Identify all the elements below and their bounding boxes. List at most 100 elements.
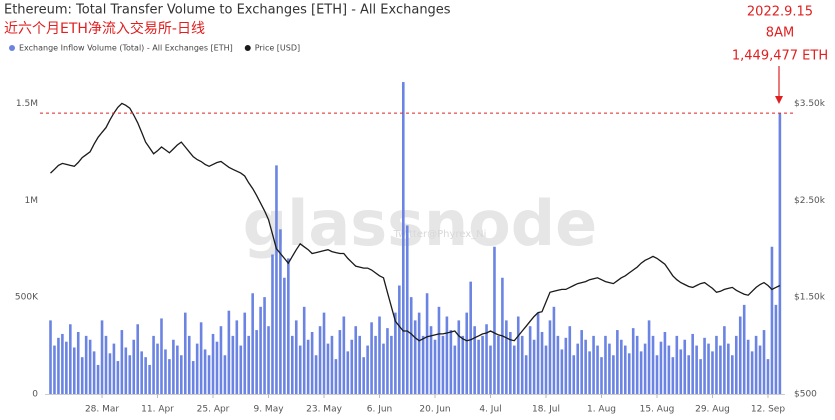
bar bbox=[148, 364, 151, 394]
bar bbox=[762, 330, 766, 394]
bar bbox=[703, 337, 706, 394]
bar bbox=[215, 341, 219, 394]
bar bbox=[536, 312, 540, 394]
bar bbox=[497, 335, 500, 394]
bar bbox=[124, 347, 128, 394]
bar bbox=[635, 335, 639, 394]
bar bbox=[104, 335, 108, 394]
bar bbox=[433, 339, 437, 394]
bar bbox=[413, 320, 417, 394]
bar bbox=[417, 312, 421, 394]
legend-label: Price [USD] bbox=[255, 44, 300, 53]
bar bbox=[227, 310, 231, 394]
bar bbox=[251, 293, 254, 394]
bar bbox=[84, 335, 88, 394]
bar bbox=[374, 335, 377, 394]
bar bbox=[568, 326, 572, 394]
watermark: glassnode bbox=[243, 187, 597, 260]
bar bbox=[223, 355, 227, 394]
y-tick-label: 1.5M bbox=[16, 99, 38, 109]
bar bbox=[552, 306, 556, 394]
bar bbox=[584, 339, 587, 394]
bar bbox=[754, 335, 758, 394]
bar bbox=[160, 318, 163, 394]
x-tick-label: 18. Jul bbox=[532, 405, 560, 415]
bar bbox=[310, 332, 314, 394]
x-tick-label: 6. Jun bbox=[367, 405, 393, 415]
bar bbox=[425, 293, 429, 394]
annotation-label: 1,449,477 ETH bbox=[732, 49, 828, 64]
bar bbox=[758, 345, 762, 394]
bar bbox=[366, 345, 369, 394]
bar bbox=[235, 320, 239, 394]
bar bbox=[631, 328, 635, 394]
bar bbox=[493, 246, 496, 394]
bar bbox=[560, 349, 564, 394]
watermark-handle: Twitter@Phyrex_Ni bbox=[393, 229, 487, 240]
x-tick-label: 23. May bbox=[306, 405, 342, 415]
bar bbox=[298, 345, 302, 394]
x-tick-label: 11. Apr bbox=[141, 405, 174, 415]
bar bbox=[719, 345, 722, 394]
bar bbox=[211, 333, 215, 394]
bar bbox=[453, 345, 457, 394]
bar bbox=[671, 357, 675, 394]
bar bbox=[401, 82, 405, 394]
bar bbox=[259, 306, 262, 394]
legend-label: Exchange Inflow Volume (Total) - All Exc… bbox=[19, 44, 233, 53]
bar bbox=[279, 229, 282, 394]
x-tick-label: 15. Aug bbox=[640, 405, 675, 415]
bar bbox=[441, 335, 445, 394]
x-tick-label: 1. Aug bbox=[587, 405, 616, 415]
chart-subtitle: 近六个月ETH净流入交易所-日线 bbox=[4, 20, 205, 37]
bar bbox=[394, 312, 397, 394]
chart-title: Ethereum: Total Transfer Volume to Excha… bbox=[4, 3, 451, 18]
legend-marker bbox=[244, 45, 251, 51]
bar bbox=[255, 330, 258, 394]
bar bbox=[540, 332, 544, 394]
bar bbox=[199, 322, 203, 394]
bar bbox=[338, 330, 342, 394]
bar bbox=[322, 312, 326, 394]
bar bbox=[136, 324, 140, 394]
bar bbox=[152, 335, 155, 394]
bar bbox=[774, 304, 778, 394]
bar bbox=[239, 345, 243, 394]
bar bbox=[195, 343, 199, 394]
bar bbox=[140, 351, 143, 394]
bar bbox=[326, 343, 330, 394]
bar bbox=[481, 335, 484, 394]
bar bbox=[620, 339, 623, 394]
y-tick-label: 0 bbox=[32, 390, 38, 400]
bar bbox=[489, 345, 492, 394]
bar bbox=[429, 326, 433, 394]
bar bbox=[409, 297, 413, 394]
y2-tick-label: $3.50k bbox=[794, 99, 826, 109]
bar bbox=[600, 357, 603, 394]
bar bbox=[203, 349, 207, 394]
bar bbox=[314, 355, 318, 394]
bar bbox=[390, 335, 393, 394]
y2-tick-label: $500 bbox=[794, 390, 817, 400]
bar bbox=[53, 345, 56, 394]
bar bbox=[469, 281, 472, 394]
bar bbox=[509, 332, 512, 394]
x-tick-label: 28. Mar bbox=[85, 405, 119, 415]
bar bbox=[592, 335, 595, 394]
bar bbox=[247, 335, 250, 394]
bar bbox=[108, 353, 112, 394]
bar bbox=[80, 357, 84, 394]
bar bbox=[473, 326, 476, 394]
bar bbox=[715, 335, 718, 394]
bar bbox=[144, 357, 147, 394]
bar bbox=[219, 326, 223, 394]
y-tick-label: 500K bbox=[15, 293, 39, 303]
bar bbox=[604, 335, 607, 394]
bar bbox=[639, 351, 643, 394]
bar bbox=[287, 258, 290, 394]
bar bbox=[386, 328, 389, 394]
bar bbox=[243, 312, 247, 394]
bar bbox=[766, 359, 770, 394]
bar bbox=[267, 326, 270, 394]
bar bbox=[61, 333, 64, 394]
